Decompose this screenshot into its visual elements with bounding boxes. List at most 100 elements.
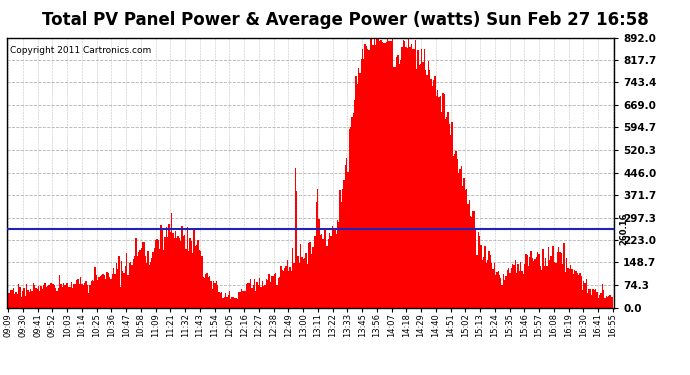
Bar [287, 260, 288, 308]
Bar [428, 62, 429, 308]
Bar [13, 288, 14, 308]
Bar [93, 282, 95, 308]
Bar [135, 238, 137, 308]
Bar [592, 289, 593, 308]
Bar [525, 254, 526, 308]
Bar [606, 296, 607, 307]
Bar [73, 284, 75, 308]
Bar [462, 186, 463, 308]
Bar [188, 251, 189, 308]
Bar [77, 279, 79, 308]
Bar [466, 189, 467, 308]
Bar [451, 122, 453, 308]
Bar [366, 46, 367, 308]
Bar [160, 225, 161, 308]
Bar [79, 284, 80, 308]
Bar [146, 263, 147, 308]
Bar [560, 252, 561, 308]
Bar [608, 296, 609, 307]
Bar [141, 248, 142, 308]
Bar [487, 260, 489, 308]
Bar [164, 237, 166, 308]
Bar [80, 278, 81, 308]
Bar [426, 75, 428, 307]
Bar [386, 42, 387, 308]
Bar [266, 279, 267, 308]
Bar [95, 267, 96, 308]
Bar [548, 247, 549, 308]
Bar [545, 258, 546, 308]
Bar [104, 275, 105, 308]
Bar [192, 254, 193, 308]
Bar [467, 204, 469, 308]
Bar [221, 292, 222, 308]
Bar [81, 284, 83, 308]
Bar [199, 250, 200, 307]
Bar [257, 282, 258, 308]
Bar [564, 272, 566, 308]
Bar [341, 202, 342, 308]
Bar [18, 284, 19, 308]
Bar [121, 261, 122, 308]
Bar [319, 236, 321, 308]
Bar [228, 296, 229, 307]
Bar [231, 297, 233, 307]
Bar [333, 229, 334, 308]
Bar [500, 278, 502, 308]
Bar [305, 253, 306, 308]
Bar [573, 274, 574, 308]
Bar [332, 226, 333, 308]
Bar [201, 256, 202, 307]
Bar [176, 238, 177, 308]
Bar [208, 277, 209, 308]
Bar [508, 268, 509, 308]
Bar [75, 284, 76, 308]
Bar [535, 257, 537, 307]
Bar [382, 42, 383, 308]
Bar [397, 55, 399, 308]
Bar [196, 245, 197, 308]
Bar [502, 285, 503, 308]
Bar [434, 76, 435, 308]
Bar [408, 39, 409, 308]
Bar [421, 49, 422, 308]
Bar [611, 297, 612, 307]
Bar [609, 295, 611, 307]
Bar [206, 273, 208, 308]
Bar [64, 285, 66, 308]
Bar [76, 280, 77, 308]
Bar [30, 289, 31, 308]
Bar [377, 38, 379, 308]
Bar [464, 190, 466, 308]
Bar [416, 69, 417, 308]
Bar [158, 240, 159, 308]
Bar [296, 192, 297, 308]
Bar [554, 262, 555, 308]
Bar [31, 291, 32, 308]
Bar [476, 255, 477, 308]
Bar [458, 173, 460, 308]
Bar [212, 290, 213, 308]
Bar [229, 291, 230, 308]
Bar [520, 262, 521, 308]
Bar [400, 60, 402, 308]
Bar [317, 189, 318, 308]
Bar [315, 236, 316, 308]
Bar [357, 84, 358, 308]
Bar [200, 251, 201, 308]
Bar [179, 238, 180, 308]
Bar [306, 264, 308, 308]
Bar [226, 297, 228, 307]
Bar [513, 265, 515, 308]
Bar [100, 276, 101, 308]
Bar [60, 284, 61, 308]
Bar [35, 288, 37, 308]
Bar [384, 43, 386, 308]
Bar [216, 281, 217, 308]
Bar [84, 283, 86, 308]
Bar [348, 129, 350, 308]
Bar [570, 266, 571, 308]
Bar [388, 40, 390, 308]
Bar [334, 229, 335, 308]
Bar [273, 276, 274, 308]
